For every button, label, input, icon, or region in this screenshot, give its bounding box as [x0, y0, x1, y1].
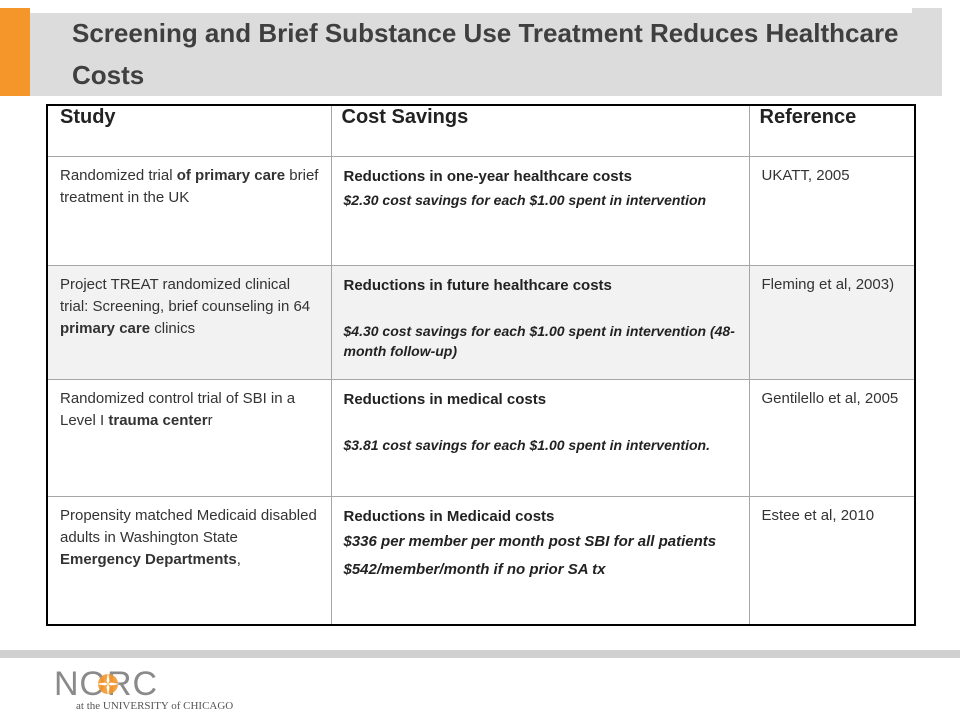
study-cell: Randomized trial of primary care brief t…	[46, 156, 332, 266]
slide-title: Screening and Brief Substance Use Treatm…	[72, 18, 899, 90]
cost-savings-cell: Reductions in future healthcare costs $4…	[330, 265, 750, 380]
table-header-row: Study Cost Savings Reference	[46, 104, 916, 157]
cost-savings-cell: Reductions in medical costs $3.81 cost s…	[330, 379, 750, 497]
table-row: Randomized trial of primary care brief t…	[46, 156, 916, 266]
accent-bar	[0, 8, 30, 96]
cost-savings-cell: Reductions in one-year healthcare costs …	[330, 156, 750, 266]
savings-title: Reductions in medical costs	[343, 391, 547, 408]
table-row: Project TREAT randomized clinical trial:…	[46, 265, 916, 380]
cost-savings-table: Study Cost Savings Reference Randomized …	[46, 104, 916, 626]
savings-title: Reductions in future healthcare costs	[343, 277, 612, 294]
table-row: Randomized control trial of SBI in a Lev…	[46, 379, 916, 497]
logo-subtitle: at the UNIVERSITY of CHICAGO	[76, 700, 234, 712]
sun-star-icon	[96, 672, 120, 696]
reference-cell: Estee et al, 2010	[748, 496, 916, 625]
header-study: Study	[46, 104, 332, 157]
cost-savings-cell: Reductions in Medicaid costs $336 per me…	[330, 496, 750, 625]
savings-detail: $3.81 cost savings for each $1.00 spent …	[343, 437, 710, 453]
study-cell: Randomized control trial of SBI in a Lev…	[46, 379, 332, 497]
header-cost-savings: Cost Savings	[330, 104, 750, 157]
reference-cell: Gentilello et al, 2005	[748, 379, 916, 497]
savings-title: Reductions in Medicaid costs	[343, 508, 555, 525]
study-cell: Propensity matched Medicaid disabled adu…	[46, 496, 332, 625]
table-row: Propensity matched Medicaid disabled adu…	[46, 496, 916, 625]
norc-logo: NORC at the UNIVERSITY of CHICAGO	[54, 666, 244, 716]
savings-detail: $4.30 cost savings for each $1.00 spent …	[343, 323, 735, 359]
savings-detail-secondary: $542/member/month if no prior SA tx	[343, 561, 606, 578]
footer-rule	[0, 650, 960, 658]
savings-detail: $336 per member per month post SBI for a…	[343, 533, 717, 550]
reference-cell: UKATT, 2005	[748, 156, 916, 266]
savings-title: Reductions in one-year healthcare costs	[343, 168, 632, 185]
header-reference: Reference	[748, 104, 916, 157]
study-cell: Project TREAT randomized clinical trial:…	[46, 265, 332, 380]
title-band	[30, 8, 942, 96]
reference-cell: Fleming et al, 2003)	[748, 265, 916, 380]
savings-detail: $2.30 cost savings for each $1.00 spent …	[343, 192, 707, 208]
